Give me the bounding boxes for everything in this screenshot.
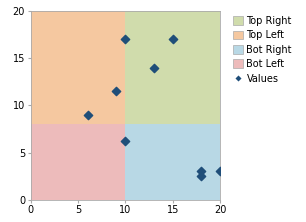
Legend: Top Right, Top Left, Bot Right, Bot Left, Values: Top Right, Top Left, Bot Right, Bot Left… <box>231 14 294 85</box>
Point <box>199 170 204 173</box>
Point <box>114 89 118 93</box>
Bar <box>31 11 125 124</box>
Bar <box>31 124 125 200</box>
Point <box>199 174 204 178</box>
Point <box>123 38 128 41</box>
Point <box>151 66 156 69</box>
Point <box>218 170 223 173</box>
Point <box>170 38 175 41</box>
Bar <box>125 11 220 124</box>
Point <box>123 140 128 143</box>
Bar <box>125 124 220 200</box>
Point <box>85 113 90 117</box>
